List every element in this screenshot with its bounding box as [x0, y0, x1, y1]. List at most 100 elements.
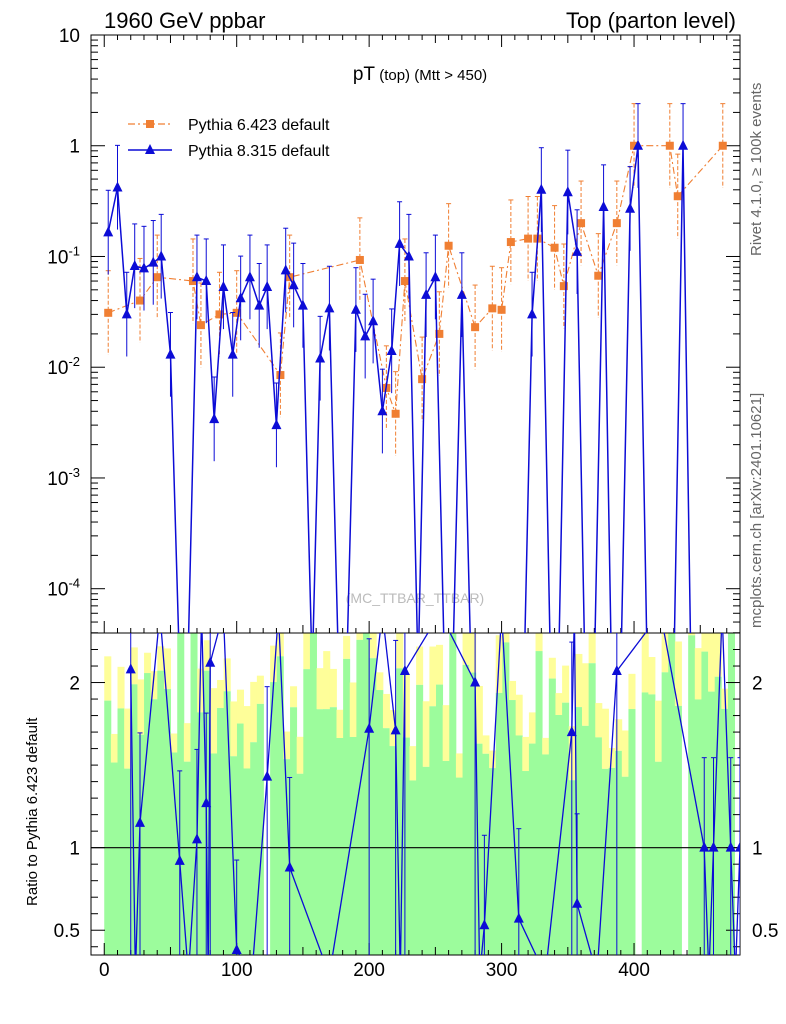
data-point-pythia8	[403, 250, 414, 261]
band-green	[290, 707, 298, 955]
band-yellow	[409, 746, 417, 781]
band-green	[581, 725, 590, 955]
band-green	[296, 773, 304, 955]
band-yellow	[137, 679, 145, 735]
data-point-pythia8	[138, 262, 149, 273]
data-point-pythia6	[559, 282, 568, 291]
band-yellow	[562, 665, 570, 703]
ratio-point	[479, 919, 490, 930]
data-point-pythia8	[536, 183, 547, 194]
data-point-pythia6	[471, 323, 480, 332]
band-yellow	[469, 633, 477, 673]
band-yellow	[455, 753, 463, 778]
band-green	[323, 709, 331, 955]
legend-marker-pythia6	[146, 120, 154, 128]
data-point-pythia6	[355, 255, 364, 264]
band-green	[727, 633, 736, 955]
data-point-pythia6	[196, 321, 205, 330]
main-series	[103, 103, 727, 633]
y-tick-label: 10-1	[47, 243, 80, 268]
data-point-pythia8	[103, 226, 114, 237]
band-green	[402, 737, 410, 955]
data-point-pythia6	[718, 141, 727, 150]
band-yellow	[210, 688, 218, 754]
band-yellow	[283, 731, 291, 760]
band-yellow	[402, 673, 410, 738]
band-yellow	[396, 633, 404, 669]
band-yellow	[442, 705, 450, 761]
band-yellow	[475, 686, 483, 744]
band-yellow	[349, 682, 357, 737]
data-point-pythia6	[630, 141, 639, 150]
band-yellow	[429, 646, 437, 707]
data-point-pythia6	[577, 219, 586, 228]
axes: 0 100 200 300 400 10 1 10-1 10-2 10-3 10-4 2 2 1 1 0.5 0…	[47, 26, 778, 981]
band-green	[236, 723, 244, 955]
band-green	[117, 708, 125, 955]
band-green	[177, 633, 185, 955]
data-point-pythia6	[665, 141, 674, 150]
band-green	[217, 708, 225, 955]
data-point-pythia8	[165, 348, 176, 359]
band-green	[661, 672, 669, 955]
band-yellow	[256, 675, 264, 704]
data-point-pythia8	[421, 288, 432, 299]
data-point-pythia6	[497, 305, 506, 314]
band-green	[363, 633, 371, 955]
data-point-pythia8	[227, 348, 238, 359]
band-yellow	[163, 648, 171, 690]
band-green	[495, 692, 503, 955]
ratio-y-tick-label-right: 2	[752, 674, 763, 695]
ratio-point	[470, 676, 481, 687]
band-yellow	[223, 658, 231, 692]
legend: Pythia 6.423 default Pythia 8.315 defaul…	[128, 117, 330, 160]
data-point-pythia6	[104, 308, 113, 317]
ratio-point	[390, 724, 401, 735]
ratio-point	[191, 833, 202, 844]
header-energy: 1960 GeV ppbar	[104, 8, 266, 33]
band-green	[230, 756, 238, 955]
band-green	[170, 752, 178, 955]
band-green	[575, 707, 583, 955]
y-tick-label: 1	[69, 137, 80, 158]
band-green	[336, 738, 344, 955]
band-yellow	[416, 646, 424, 685]
band-green	[648, 694, 656, 955]
band-green	[163, 689, 171, 955]
data-point-pythia8	[572, 245, 583, 256]
data-point-pythia6	[418, 375, 427, 384]
band-green	[462, 664, 470, 955]
band-yellow	[243, 706, 251, 769]
band-green	[674, 705, 682, 955]
x-tick-label: 100	[221, 960, 253, 981]
band-yellow	[343, 635, 351, 659]
data-point-pythia8	[456, 288, 467, 299]
band-green	[555, 715, 563, 955]
mcplots-label: mcplots.cern.ch [arXiv:2401.10621]	[748, 392, 765, 628]
data-point-pythia8	[430, 271, 441, 282]
band-yellow	[110, 733, 118, 763]
band-yellow	[329, 668, 337, 708]
data-point-pythia6	[488, 304, 497, 313]
ratio-point	[735, 841, 740, 852]
data-point-pythia8	[244, 271, 255, 282]
ratio-y-axis-title: Ratio to Pythia 6.423 default	[24, 717, 41, 906]
band-green	[396, 668, 404, 955]
band-green	[124, 768, 132, 955]
band-green	[721, 708, 729, 955]
band-yellow	[694, 648, 702, 700]
data-point-pythia8	[218, 281, 229, 292]
band-green	[223, 691, 231, 955]
band-yellow	[170, 733, 178, 753]
band-yellow	[714, 633, 722, 677]
band-yellow	[708, 633, 716, 692]
data-point-pythia8	[368, 315, 379, 326]
ratio-point	[262, 770, 273, 781]
band-green	[256, 703, 264, 955]
ratio-point	[231, 944, 242, 955]
x-tick-label: 200	[353, 960, 385, 981]
band-yellow	[203, 640, 211, 671]
band-green	[376, 690, 384, 955]
ratio-point	[708, 841, 719, 852]
ratio-point	[725, 841, 736, 852]
